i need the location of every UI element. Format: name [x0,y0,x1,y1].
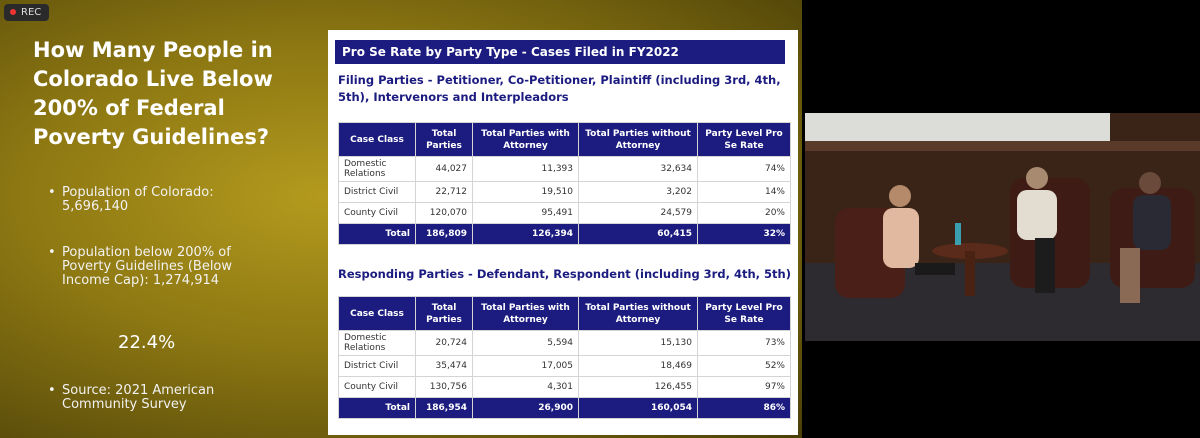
total-row: Total 186,954 26,900 160,054 86% [338,397,791,419]
cell: 5,594 [472,330,579,356]
recording-indicator: REC [4,4,50,21]
cell: District Civil [338,181,416,203]
cell: 18,469 [578,355,698,377]
section-heading: Responding Parties - Defendant, Responde… [338,267,791,281]
table-row: Domestic Relations 44,027 11,393 32,634 74% [338,156,791,182]
cell: 44,027 [415,156,473,182]
data-table: Case Class Total Parties Total Parties wit… [338,122,791,245]
cell: 17,005 [472,355,579,377]
person-head [1026,167,1048,189]
bullet: Population of Colorado: 5,696,140 [48,186,272,214]
column-header: Party Level Pro Se Rate [697,122,791,157]
table-row: County Civil 130,756 4,301 126,455 97% [338,376,791,398]
cell: 95,491 [472,202,579,224]
column-header: Total Parties without Attorney [578,122,698,157]
bottle [955,223,961,245]
panel-title: Pro Se Rate by Party Type - Cases Filed … [335,40,785,64]
video-feed [805,113,1200,341]
table-row: District Civil 22,712 19,510 3,202 14% [338,181,791,203]
table-leg [965,251,975,296]
total-cell: Total [338,397,416,419]
total-cell: 86% [697,397,791,419]
highlight: 22.4% [118,332,176,353]
data-table: Case Class Total Parties Total Parties wit… [338,296,791,419]
bullet: Source: 2021 American Community Survey [48,384,272,412]
column-header: Total Parties with Attorney [472,296,579,331]
cell: 32,634 [578,156,698,182]
cell: 35,474 [415,355,473,377]
table-row: Domestic Relations 20,724 5,594 15,130 73% [338,330,791,356]
total-cell: 160,054 [578,397,698,419]
cell: County Civil [338,202,416,224]
person [883,208,919,268]
trim [805,141,1200,151]
column-header: Case Class [338,122,416,157]
person-legs [1120,248,1140,303]
cell: 4,301 [472,376,579,398]
person-legs [1035,238,1055,293]
total-cell: 26,900 [472,397,579,419]
cell: District Civil [338,355,416,377]
person-head [889,185,911,207]
slide-title: How Many People in Colorado Live Below 2… [33,38,273,149]
cell: 24,579 [578,202,698,224]
projector-screen [805,113,1110,141]
section-heading: Filing Parties - Petitioner, Co-Petition… [338,73,781,104]
cell: Domestic Relations [338,156,416,182]
column-header: Total Parties [415,296,473,331]
person [1133,195,1171,250]
cell: 73% [697,330,791,356]
cell: 15,130 [578,330,698,356]
total-cell: 32% [697,223,791,245]
header-row: Case Class Total Parties Total Parties wit… [338,296,791,331]
cell: 22,712 [415,181,473,203]
column-header: Total Parties without Attorney [578,296,698,331]
slide: REC How Many People in Colorado Live Bel… [0,0,802,438]
column-header: Party Level Pro Se Rate [697,296,791,331]
cell: 126,455 [578,376,698,398]
header-row: Case Class Total Parties Total Parties wit… [338,122,791,157]
cell: 120,070 [415,202,473,224]
person-legs [915,263,955,275]
cell: 52% [697,355,791,377]
cell: County Civil [338,376,416,398]
total-cell: 60,415 [578,223,698,245]
total-cell: Total [338,223,416,245]
column-header: Total Parties with Attorney [472,122,579,157]
cell: Domestic Relations [338,330,416,356]
table-row: County Civil 120,070 95,491 24,579 20% [338,202,791,224]
cell: 130,756 [415,376,473,398]
cell: 20,724 [415,330,473,356]
total-cell: 126,394 [472,223,579,245]
cell: 97% [697,376,791,398]
column-header: Case Class [338,296,416,331]
recording-label: REC [21,7,42,18]
cell: 74% [697,156,791,182]
cell: 19,510 [472,181,579,203]
person [1017,190,1057,240]
cell: 3,202 [578,181,698,203]
column-header: Total Parties [415,122,473,157]
total-cell: 186,809 [415,223,473,245]
cell: 14% [697,181,791,203]
bullet: Population below 200% of Poverty Guideli… [48,246,272,288]
cell: 11,393 [472,156,579,182]
table-panel: Pro Se Rate by Party Type - Cases Filed … [328,30,798,435]
total-row: Total 186,809 126,394 60,415 32% [338,223,791,245]
person-head [1139,172,1161,194]
table-row: District Civil 35,474 17,005 18,469 52% [338,355,791,377]
cell: 20% [697,202,791,224]
total-cell: 186,954 [415,397,473,419]
